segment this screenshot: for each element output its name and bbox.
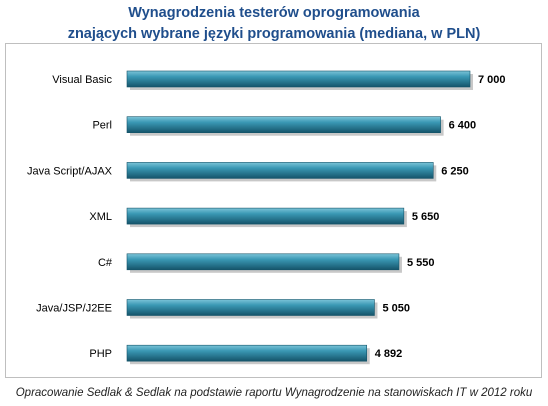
value-label: 6 250 <box>441 165 469 177</box>
value-label: 6 400 <box>449 120 477 132</box>
value-label: 7 000 <box>478 74 506 86</box>
category-label: Visual Basic <box>52 74 112 86</box>
bar-perl <box>126 116 441 133</box>
value-label: 5 650 <box>412 211 440 223</box>
bar-c <box>126 253 400 271</box>
bar-visual-basic <box>126 70 471 88</box>
value-label: 5 550 <box>407 257 435 269</box>
value-labels: 7 000 6 400 6 250 5 650 5 550 5 050 4 892 <box>375 74 506 360</box>
bar-java-script-ajax <box>126 162 434 179</box>
category-label: Java Script/AJAX <box>27 165 113 177</box>
chart-title: Wynagrodzenia testerów oprogramowania zn… <box>0 3 548 45</box>
category-label: Perl <box>92 120 112 132</box>
category-label: PHP <box>89 348 112 360</box>
category-label: XML <box>89 211 112 223</box>
chart-title-line-2: znających wybrane języki programowania (… <box>67 26 481 42</box>
category-labels: Visual Basic Perl Java Script/AJAX XML C# Jav… <box>27 74 113 360</box>
source-footer: Opracowanie Sedlak & Sedlak na podstawie… <box>15 387 533 399</box>
bars-group <box>126 70 471 362</box>
value-label: 5 050 <box>382 303 410 315</box>
value-label: 4 892 <box>375 348 403 360</box>
category-label: Java/JSP/J2EE <box>36 303 112 315</box>
bar-xml <box>126 207 405 225</box>
bar-java-jsp-j2ee <box>126 299 375 316</box>
bar-php <box>126 344 368 362</box>
chart-title-line-1: Wynagrodzenia testerów oprogramowania <box>128 5 420 21</box>
category-label: C# <box>98 257 113 269</box>
